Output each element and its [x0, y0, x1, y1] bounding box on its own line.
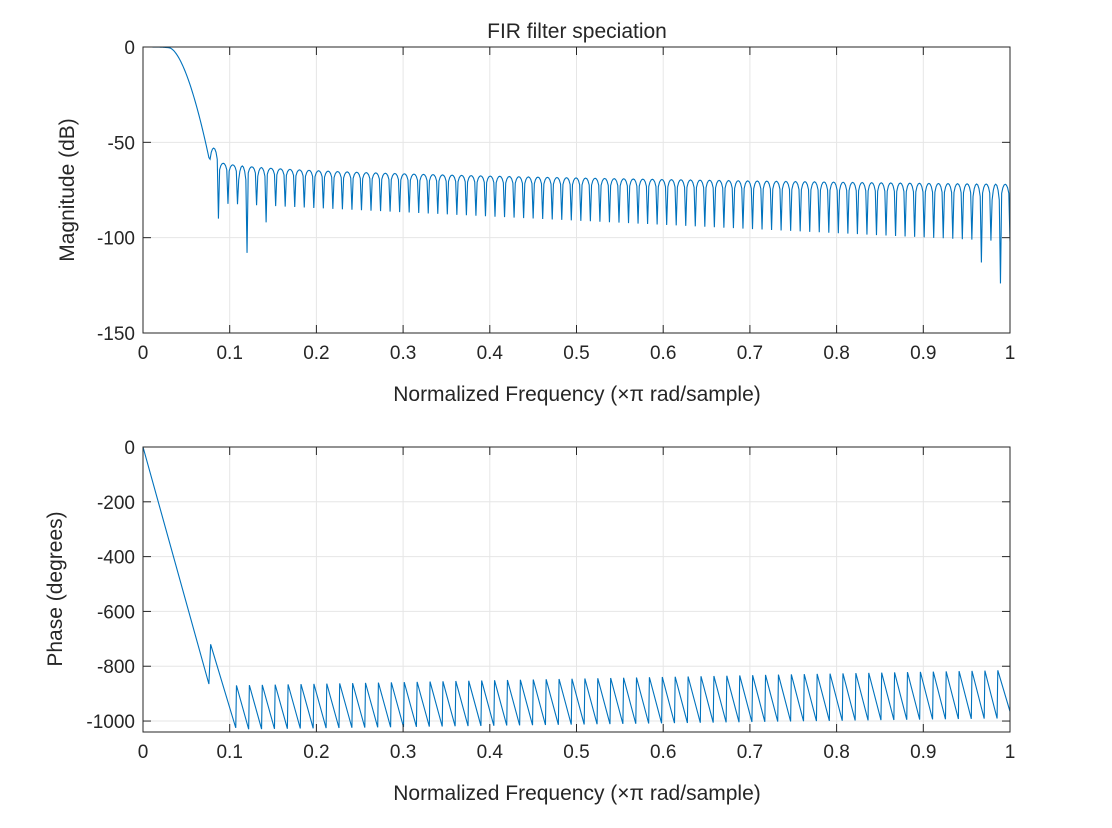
magnitude-xlabel: Normalized Frequency (×π rad/sample)	[393, 383, 761, 406]
phase-ytick-label-3: -400	[97, 548, 135, 569]
magnitude-xtick-label-9: 0.9	[910, 343, 936, 364]
magnitude-ytick-label-3: 0	[124, 38, 135, 59]
magnitude-series-line	[143, 47, 1010, 284]
phase-xtick-label-9: 0.9	[910, 742, 936, 763]
phase-xtick-label-5: 0.5	[563, 742, 589, 763]
magnitude-xtick-label-4: 0.4	[477, 343, 504, 364]
phase-xtick-label-2: 0.2	[303, 742, 329, 763]
phase-xtick-label-0: 0	[138, 742, 149, 763]
phase-xtick-label-1: 0.1	[216, 742, 242, 763]
magnitude-xtick-label-2: 0.2	[303, 343, 329, 364]
phase-ytick-label-4: -200	[97, 493, 135, 514]
magnitude-xtick-label-6: 0.6	[650, 343, 676, 364]
phase-xtick-label-8: 0.8	[823, 742, 849, 763]
chart-title: FIR filter speciation	[487, 20, 667, 43]
magnitude-xtick-label-8: 0.8	[823, 343, 849, 364]
magnitude-xtick-label-3: 0.3	[390, 343, 416, 364]
phase-axes: 0 0.1 0.2 0.3 0.4 0.5 0.6 0.7 0.8 0.9 1 -1000 -800 -6…	[86, 438, 1015, 763]
phase-xtick-label-4: 0.4	[477, 742, 504, 763]
magnitude-xtick-label-5: 0.5	[563, 343, 589, 364]
magnitude-xtick-label-7: 0.7	[737, 343, 763, 364]
phase-xlabel: Normalized Frequency (×π rad/sample)	[393, 782, 761, 805]
magnitude-axes: 0 0.1 0.2 0.3 0.4 0.5 0.6 0.7 0.8 0.9 1 -150 -100 -50…	[97, 38, 1015, 364]
magnitude-xtick-label-10: 1	[1005, 343, 1016, 364]
magnitude-ytick-label-1: -100	[97, 229, 135, 250]
phase-xtick-label-7: 0.7	[737, 742, 763, 763]
magnitude-xtick-label-1: 0.1	[216, 343, 242, 364]
phase-ylabel: Phase (degrees)	[44, 511, 67, 666]
phase-ytick-label-0: -1000	[86, 712, 135, 733]
magnitude-ytick-label-0: -150	[97, 324, 135, 345]
phase-ytick-label-2: -600	[97, 602, 135, 623]
phase-series-line	[143, 447, 1010, 730]
phase-xtick-label-6: 0.6	[650, 742, 676, 763]
phase-xtick-label-10: 1	[1005, 742, 1016, 763]
phase-ytick-label-5: 0	[124, 438, 135, 459]
magnitude-xtick-label-0: 0	[138, 343, 149, 364]
magnitude-ylabel: Magnitude (dB)	[56, 118, 79, 262]
magnitude-ytick-label-2: -50	[108, 133, 135, 154]
phase-xtick-label-3: 0.3	[390, 742, 416, 763]
phase-ytick-label-1: -800	[97, 657, 135, 678]
